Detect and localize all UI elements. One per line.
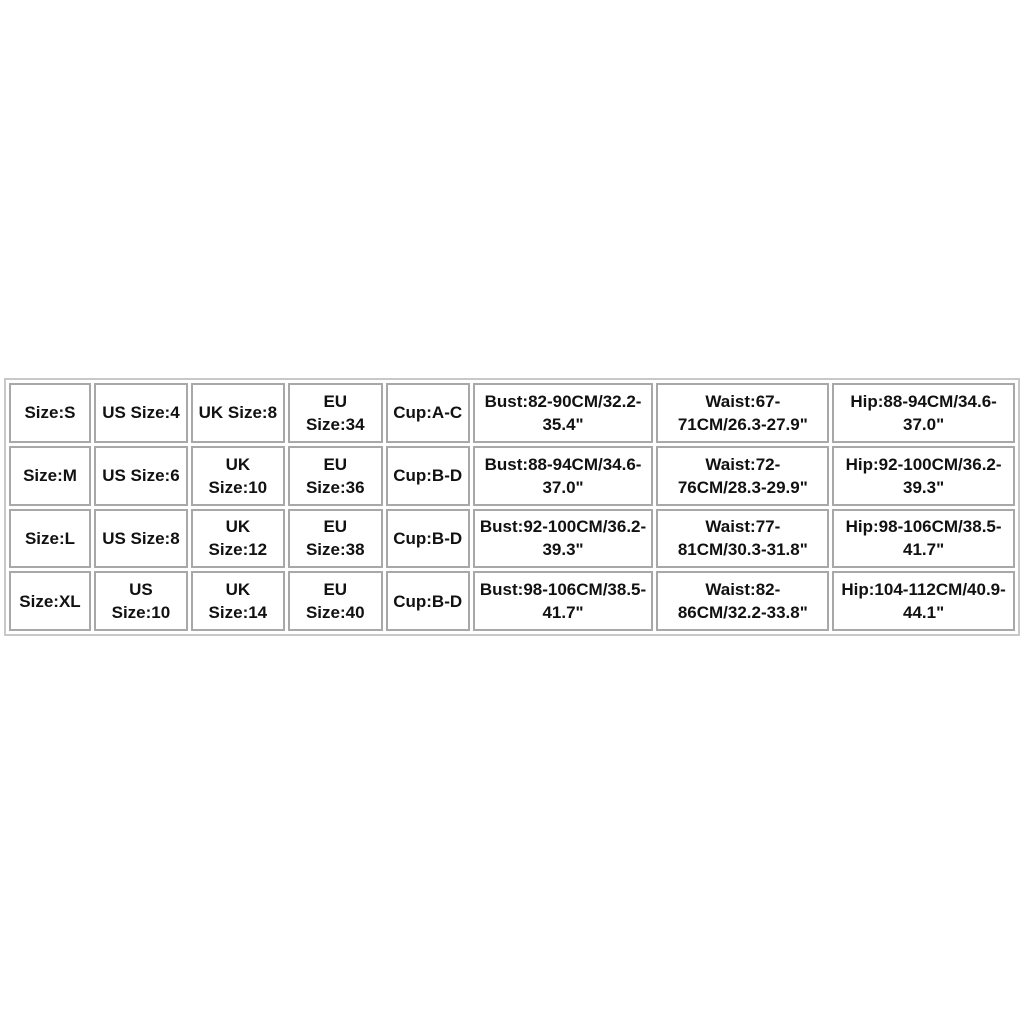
bust-cell: Bust:82-90CM/32.2-35.4" bbox=[472, 383, 654, 443]
size-row: Size:S US Size:4 UK Size:8 EU Size:34 Cup:A-… bbox=[9, 383, 1015, 443]
uk-size-cell: UK Size:14 bbox=[190, 571, 285, 631]
cup-cell: Cup:B-D bbox=[385, 445, 470, 506]
cup-cell: Cup:A-C bbox=[385, 383, 470, 443]
hip-cell: Hip:92-100CM/36.2-39.3" bbox=[832, 445, 1015, 506]
hip-cell: Hip:104-112CM/40.9-44.1" bbox=[832, 571, 1015, 631]
hip-cell: Hip:88-94CM/34.6-37.0" bbox=[832, 383, 1015, 443]
hip-cell: Hip:98-106CM/38.5-41.7" bbox=[832, 508, 1015, 569]
size-cell: Size:M bbox=[9, 445, 91, 506]
size-cell: Size:XL bbox=[9, 571, 91, 631]
waist-cell: Waist:77-81CM/30.3-31.8" bbox=[656, 508, 830, 569]
bust-cell: Bust:88-94CM/34.6-37.0" bbox=[472, 445, 654, 506]
uk-size-cell: UK Size:10 bbox=[190, 445, 285, 506]
bust-cell: Bust:98-106CM/38.5-41.7" bbox=[472, 571, 654, 631]
waist-cell: Waist:67-71CM/26.3-27.9" bbox=[656, 383, 830, 443]
waist-cell: Waist:72-76CM/28.3-29.9" bbox=[656, 445, 830, 506]
us-size-cell: US Size:8 bbox=[93, 508, 188, 569]
size-row: Size:M US Size:6 UK Size:10 EU Size:36 Cup:B… bbox=[9, 445, 1015, 506]
eu-size-cell: EU Size:36 bbox=[287, 445, 383, 506]
eu-size-cell: EU Size:40 bbox=[287, 571, 383, 631]
us-size-cell: US Size:4 bbox=[93, 383, 188, 443]
size-cell: Size:L bbox=[9, 508, 91, 569]
size-row: Size:XL US Size:10 UK Size:14 EU Size:40 Cup… bbox=[9, 571, 1015, 631]
us-size-cell: US Size:6 bbox=[93, 445, 188, 506]
waist-cell: Waist:82-86CM/32.2-33.8" bbox=[656, 571, 830, 631]
eu-size-cell: EU Size:38 bbox=[287, 508, 383, 569]
eu-size-cell: EU Size:34 bbox=[287, 383, 383, 443]
uk-size-cell: UK Size:12 bbox=[190, 508, 285, 569]
size-cell: Size:S bbox=[9, 383, 91, 443]
cup-cell: Cup:B-D bbox=[385, 571, 470, 631]
us-size-cell: US Size:10 bbox=[93, 571, 188, 631]
cup-cell: Cup:B-D bbox=[385, 508, 470, 569]
size-row: Size:L US Size:8 UK Size:12 EU Size:38 Cup:B… bbox=[9, 508, 1015, 569]
bust-cell: Bust:92-100CM/36.2-39.3" bbox=[472, 508, 654, 569]
size-chart-table: Size:S US Size:4 UK Size:8 EU Size:34 Cup:A-… bbox=[4, 378, 1020, 636]
uk-size-cell: UK Size:8 bbox=[190, 383, 285, 443]
